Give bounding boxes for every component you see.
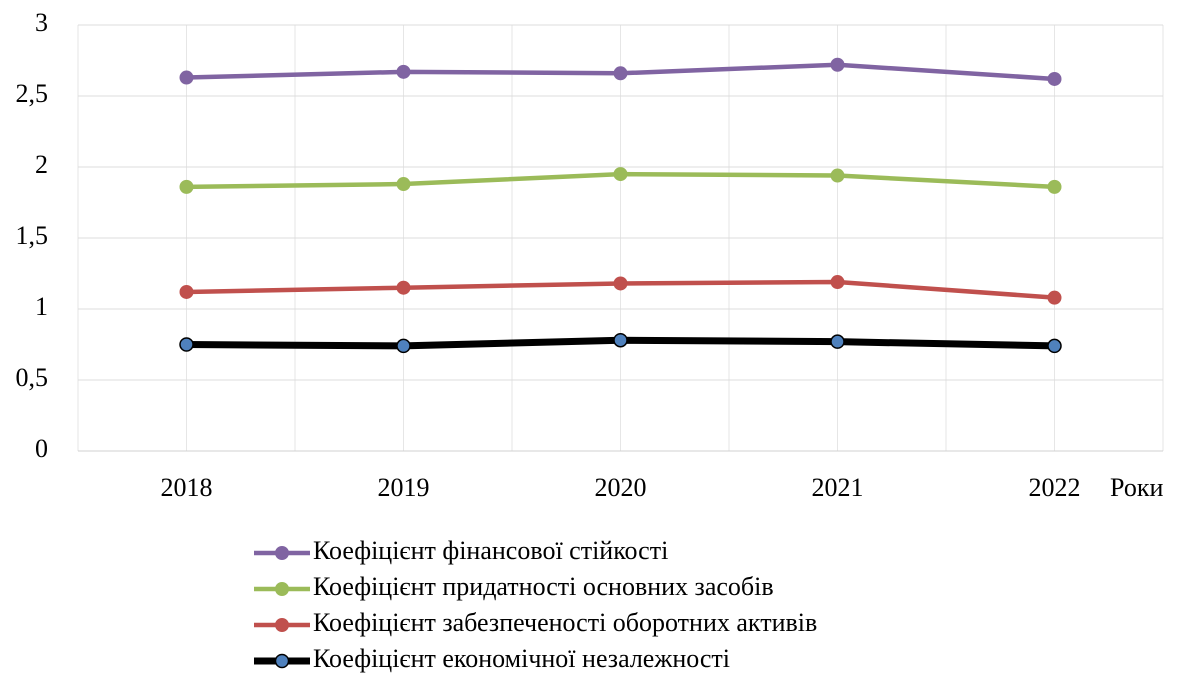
- x-tick-label: 2019: [378, 473, 430, 502]
- point: [179, 284, 194, 299]
- y-tick-label: 3: [35, 8, 48, 37]
- x-tick-label: 2022: [1029, 473, 1081, 502]
- point: [179, 337, 194, 352]
- y-tick-label: 0,5: [16, 363, 49, 392]
- point: [396, 338, 411, 354]
- y-tick-label: 0: [35, 434, 48, 463]
- point: [830, 275, 845, 290]
- legend-label: Коефіцієнт забезпеченості оборотних акти…: [313, 608, 817, 637]
- point: [179, 179, 194, 194]
- point: [396, 280, 411, 295]
- x-tick-label: 2021: [812, 473, 864, 502]
- point: [1047, 179, 1062, 194]
- legend-marker: [274, 653, 290, 669]
- point: [613, 167, 628, 182]
- point: [613, 66, 628, 81]
- y-tick-label: 1,5: [16, 221, 49, 250]
- point: [396, 177, 411, 192]
- x-tick-label: 2020: [595, 473, 647, 502]
- point: [830, 334, 845, 349]
- point: [179, 70, 194, 85]
- point: [1047, 290, 1062, 305]
- point: [396, 64, 411, 79]
- legend-label: Коефіцієнт економічної незалежності: [313, 644, 730, 673]
- point: [613, 332, 628, 348]
- y-tick-label: 2,5: [16, 79, 49, 108]
- point: [1047, 71, 1062, 86]
- point: [830, 57, 845, 72]
- y-tick-label: 2: [35, 150, 48, 179]
- point: [613, 276, 628, 291]
- legend-marker: [275, 546, 289, 560]
- legend-label: Коефіцієнт придатності основних засобів: [313, 572, 774, 601]
- legend-marker: [275, 618, 289, 632]
- legend-marker: [275, 582, 289, 596]
- point: [1047, 338, 1062, 354]
- x-tick-label: 2018: [161, 473, 213, 502]
- legend-label: Коефіцієнт фінансової стійкості: [313, 536, 668, 565]
- point: [830, 168, 845, 183]
- y-tick-label: 1: [35, 292, 48, 321]
- x-axis-label: Роки: [1110, 473, 1163, 502]
